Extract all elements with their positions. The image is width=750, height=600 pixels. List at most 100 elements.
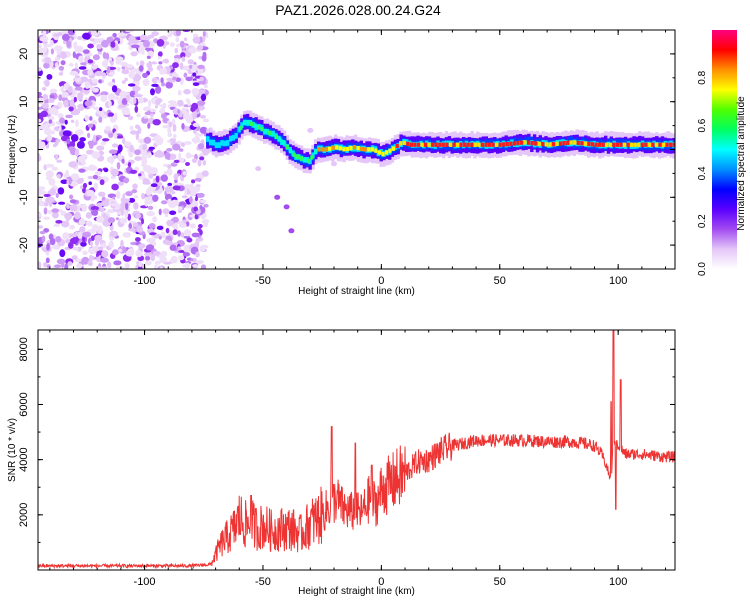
- heat-ridge-cell: [336, 144, 341, 151]
- heat-noise-cell: [170, 42, 175, 47]
- heat-ridge-core: [566, 140, 570, 145]
- heat-noise-cell: [115, 266, 125, 269]
- heat-noise-cell: [62, 232, 70, 240]
- heat-ridge-core: [321, 147, 325, 152]
- heat-ridge-core: [289, 149, 293, 154]
- heat-ridge-core: [452, 142, 456, 147]
- heat-noise-cell: [74, 247, 79, 251]
- heat-noise-cell: [92, 54, 100, 61]
- heat-noise-cell: [91, 151, 101, 159]
- heat-noise-cell: [197, 80, 206, 85]
- heat-noise-cell: [185, 204, 192, 209]
- heat-noise-cell: [159, 256, 168, 264]
- heat-noise-cell: [183, 141, 192, 145]
- heat-noise-cell: [196, 186, 201, 192]
- heat-noise-cell: [60, 60, 66, 66]
- heat-noise-cell: [147, 122, 151, 129]
- heat-noise-cell: [199, 245, 206, 252]
- heat-noise-cell: [81, 203, 88, 212]
- heat-ridge-core: [374, 148, 378, 153]
- heat-noise-cell: [101, 60, 109, 68]
- heat-noise-cell: [142, 78, 150, 87]
- heat-ridge-cell: [226, 140, 230, 146]
- heat-noise-cell: [49, 188, 56, 196]
- heat-noise-cell: [199, 115, 206, 119]
- heat-noise-cell: [42, 93, 48, 101]
- heat-noise-cell: [151, 83, 159, 87]
- heat-ridge-core: [367, 147, 371, 152]
- heat-noise-cell: [143, 136, 152, 144]
- heat-noise-cell: [50, 48, 55, 55]
- heat-noise-cell: [137, 126, 142, 134]
- heat-noise-cell: [46, 243, 50, 251]
- heat-noise-cell: [88, 141, 94, 149]
- heat-noise-cell: [197, 227, 202, 232]
- heat-ridge-core: [285, 144, 289, 149]
- heat-noise-cell: [152, 194, 159, 202]
- heat-noise-cell: [169, 210, 177, 216]
- heat-noise-cell: [48, 115, 55, 121]
- heat-noise-cell: [77, 231, 84, 239]
- heat-noise-cell: [92, 87, 99, 93]
- heat-noise-cell: [45, 257, 50, 264]
- heat-ridge-cell: [592, 140, 596, 147]
- heat-noise-cell: [146, 210, 155, 217]
- heat-noise-cell: [201, 54, 207, 62]
- heat-noise-cell: [116, 162, 121, 170]
- heat-noise-cell: [49, 88, 58, 94]
- heat-noise-cell: [65, 169, 69, 176]
- heat-noise-cell: [161, 113, 167, 119]
- heat-noise-cell: [85, 221, 90, 225]
- heat-noise-cell: [108, 240, 115, 249]
- heat-ridge-core: [249, 121, 254, 126]
- heat-noise-cell: [192, 72, 197, 77]
- heat-ridge-core: [519, 140, 524, 145]
- heat-noise-cell: [182, 219, 188, 223]
- heat-noise-cell: [160, 250, 168, 257]
- heat-noise-cell: [194, 177, 202, 182]
- heat-noise-cell: [107, 93, 116, 101]
- line-xtick-label: 0: [378, 576, 384, 588]
- heat-ridge-core: [264, 128, 268, 134]
- line-ytick-label: 8000: [18, 337, 30, 361]
- heat-ridge-core: [484, 142, 488, 147]
- heat-noise-cell: [117, 135, 124, 139]
- heat-ridge-cell: [407, 140, 412, 147]
- heat-noise-cell: [159, 107, 166, 115]
- heat-noise-cell: [51, 166, 58, 171]
- heat-ridge-core: [672, 142, 675, 147]
- heat-xtick-label: -100: [134, 275, 156, 287]
- heat-noise-cell: [132, 183, 138, 190]
- heat-ridge-core: [583, 141, 587, 146]
- heat-noise-cell: [143, 40, 150, 48]
- heat-noise-cell: [125, 250, 134, 257]
- heat-noise-cell: [158, 236, 162, 240]
- heat-noise-cell: [165, 81, 173, 89]
- heat-noise-cell: [167, 132, 173, 138]
- heat-noise-cell: [184, 37, 188, 41]
- heat-noise-cell: [177, 99, 184, 107]
- heat-noise-cell: [55, 139, 61, 143]
- heat-noise-cell: [186, 237, 193, 243]
- heat-noise-cell: [92, 174, 98, 180]
- heat-noise-cell: [99, 107, 103, 112]
- heat-noise-cell: [141, 158, 148, 166]
- snr-panel: -100 -50 0 50 100 2000 4000 6000 8000 Height of s…: [7, 329, 676, 597]
- heat-noise-cell: [46, 134, 53, 142]
- heat-noise-cell: [51, 211, 59, 219]
- heat-noise-cell: [107, 217, 116, 224]
- heat-noise-cell: [167, 164, 172, 169]
- heat-noise-cell: [77, 104, 82, 109]
- heat-noise-cell: [124, 262, 130, 269]
- heat-noise-cell: [89, 38, 95, 42]
- heat-noise-cell: [155, 85, 162, 94]
- heat-noise-cell: [148, 99, 152, 108]
- heat-noise-cell: [111, 85, 118, 93]
- heat-noise-cell: [167, 100, 177, 104]
- heat-ridge-core: [544, 142, 548, 147]
- heat-ridge-core: [658, 142, 662, 147]
- heat-noise-cell: [152, 250, 161, 256]
- heat-noise-cell: [65, 238, 71, 244]
- heat-noise-cell: [96, 215, 105, 223]
- heat-noise-cell: [76, 141, 85, 149]
